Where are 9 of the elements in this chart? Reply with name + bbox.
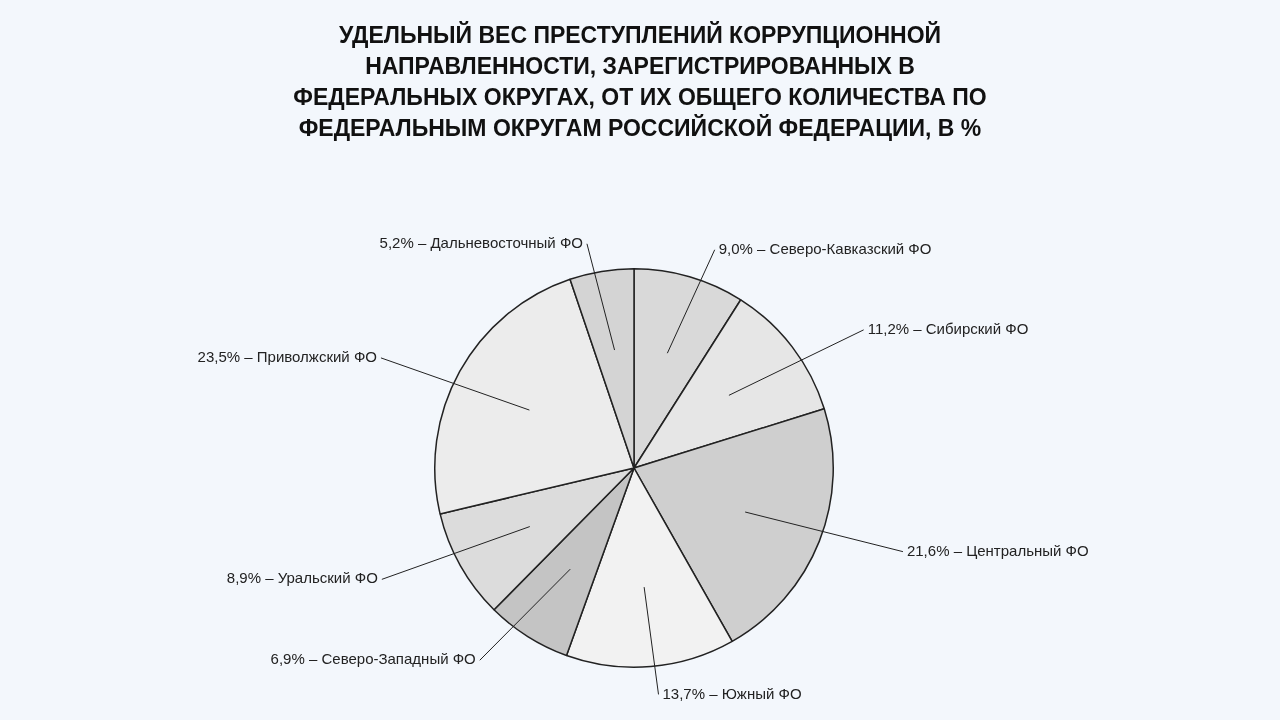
slice-label: 21,6% – Центральный ФО bbox=[906, 541, 1089, 559]
slice-label: 8,9% – Уральский ФО bbox=[226, 569, 378, 587]
slice-label: 5,2% – Дальневосточный ФО bbox=[379, 233, 583, 251]
slice-label: 6,9% – Северо-Западный ФО bbox=[270, 650, 476, 668]
slice-label: 11,2% – Сибирский ФО bbox=[867, 319, 1029, 337]
slice-label: 13,7% – Южный ФО bbox=[662, 684, 802, 702]
slice-label: 23,5% – Приволжский ФО bbox=[197, 348, 377, 366]
slice-label: 9,0% – Северо-Кавказский ФО bbox=[718, 239, 932, 257]
chart-title: УДЕЛЬНЫЙ ВЕС ПРЕСТУПЛЕНИЙ КОРРУПЦИОННОЙ НАПРАВЛЕННОСТИ, ЗАРЕГИСТРИРОВАННЫХ В ФЕДЕРАЛЬНЫХ ОКРУГАХ, ОТ ИХ ОБЩЕГО КОЛИЧЕСТВА ПО ФЕДЕРАЛЬНЫМ ОКРУГАМ РОССИЙСКОЙ ФЕДЕРАЦИИ, В % bbox=[292, 20, 988, 143]
